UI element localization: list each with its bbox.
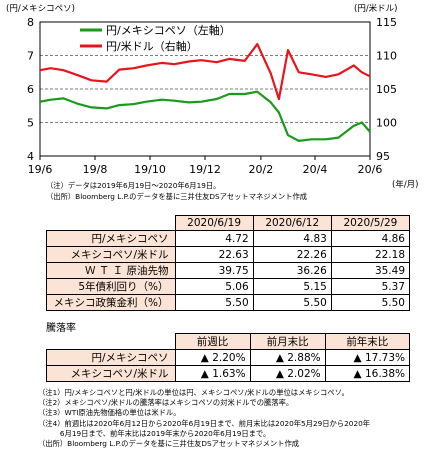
cell: 5.06 — [174, 278, 254, 295]
right-tick-label: 100 — [376, 117, 397, 130]
right-axis-ticks: 95 100 105 110 115 — [376, 16, 397, 163]
row-label: 円/メキシコペソ — [46, 349, 176, 366]
right-tick-label: 95 — [376, 150, 390, 163]
x-axis-ticks: 19/6 19/8 19/10 19/12 20/2 20/4 20/6 — [28, 156, 383, 176]
footnote: （注4）前週比は2020年6月12日から2020年6月19日まで、前月末比は20… — [38, 418, 371, 428]
cell: ▲ 1.63% — [174, 365, 251, 382]
cell: ▲ 17.73% — [324, 349, 411, 366]
row-label: 円/メキシコペソ — [46, 230, 176, 247]
chart-note: （注）データは2019年6月19日～2020年6月19日。 — [46, 181, 221, 190]
table-row: 円/メキシコペソ ▲ 2.20% ▲ 2.88% ▲ 17.73% — [46, 349, 411, 366]
table2-col-1: 前月末比 — [249, 333, 326, 350]
left-tick-label: 5 — [27, 117, 34, 130]
footnote: （注3）WTI原油先物価格の単位は米ドル。 — [38, 408, 181, 418]
cell: 22.18 — [330, 246, 411, 263]
table1-col-1: 2020/6/12 — [252, 215, 332, 231]
x-tick-label: 20/4 — [303, 163, 328, 176]
table-row: メキシコペソ/米ドル 22.63 22.26 22.18 — [46, 246, 411, 263]
table2-corner — [46, 333, 176, 350]
row-label: 5年債利回り（%） — [46, 278, 176, 295]
right-tick-label: 110 — [376, 50, 397, 63]
table1-corner — [46, 215, 176, 231]
cell: 35.49 — [330, 262, 411, 279]
series-line-usd — [39, 42, 371, 101]
left-tick-label: 6 — [27, 83, 34, 96]
table-row: 5年債利回り（%） 5.06 5.15 5.37 — [46, 278, 411, 295]
left-axis-unit-label: (円/メキシコペソ) — [6, 4, 75, 14]
table-row: メキシコ政策金利（%） 5.50 5.50 5.50 — [46, 294, 411, 311]
table1-header-row: 2020/6/19 2020/6/12 2020/5/29 — [46, 215, 411, 231]
chart-legend: 円/メキシコペソ（左軸） 円/米ドル（右軸） — [80, 23, 231, 53]
cell: 39.75 — [174, 262, 254, 279]
cell: 4.72 — [174, 230, 254, 247]
row-label: メキシコペソ/米ドル — [46, 246, 176, 263]
change-rate-title: 騰落率 — [46, 323, 76, 334]
x-axis-unit-label: (年/月) — [392, 180, 419, 190]
right-tick-label: 115 — [376, 16, 397, 29]
left-tick-label: 7 — [27, 50, 34, 63]
chart-gridlines — [40, 55, 370, 123]
exchange-rate-line-chart: 4 5 6 7 8 95 100 105 110 115 19/6 19/8 19/10 19/12 2… — [27, 16, 397, 176]
footnote: （注1）円/メキシコペソと円/米ドルの単位は円、メキシコペソ/米ドルの単位はメキ… — [38, 388, 349, 397]
series-line-mxn — [39, 90, 371, 142]
x-tick-label: 19/12 — [189, 163, 221, 176]
change-rate-table: 前週比 前月末比 前年末比 円/メキシコペソ ▲ 2.20% ▲ 2.88% ▲ 17… — [46, 333, 411, 382]
cell: 5.50 — [252, 294, 332, 311]
cell: ▲ 2.02% — [249, 365, 326, 382]
x-tick-label: 20/2 — [249, 163, 274, 176]
cell: 5.37 — [330, 278, 411, 295]
cell: 22.26 — [252, 246, 332, 263]
table-row: メキシコペソ/米ドル ▲ 1.63% ▲ 2.02% ▲ 16.38% — [46, 365, 411, 382]
cell: 4.86 — [330, 230, 411, 247]
footnote: （出所）Bloomberg L.P.のデータを基に三井住友DSアセットマネジメン… — [38, 439, 300, 449]
x-tick-label: 20/6 — [358, 163, 383, 176]
cell: 5.15 — [252, 278, 332, 295]
legend-label-mxn: 円/メキシコペソ（左軸） — [106, 23, 231, 37]
table2-col-2: 前年末比 — [324, 333, 411, 350]
row-label: メキシコペソ/米ドル — [46, 365, 176, 382]
x-tick-label: 19/8 — [83, 163, 108, 176]
cell: 22.63 — [174, 246, 254, 263]
cell: 5.50 — [330, 294, 411, 311]
cell: 4.83 — [252, 230, 332, 247]
table1-col-0: 2020/6/19 — [174, 215, 254, 231]
table-row: Ｗ Ｔ Ｉ 原油先物 39.75 36.26 35.49 — [46, 262, 411, 279]
chart-source: （出所）Bloomberg L.P.のデータを基に三井住友DSアセットマネジメン… — [46, 192, 308, 201]
x-tick-label: 19/10 — [134, 163, 166, 176]
table2-col-0: 前週比 — [174, 333, 251, 350]
legend-label-usd: 円/米ドル（右軸） — [106, 39, 198, 53]
cell: 36.26 — [252, 262, 332, 279]
table-row: 円/メキシコペソ 4.72 4.83 4.86 — [46, 230, 411, 247]
right-axis-unit-label: (円/米ドル) — [354, 4, 398, 14]
right-tick-label: 105 — [376, 83, 397, 96]
market-data-table: 2020/6/19 2020/6/12 2020/5/29 円/メキシコペソ 4.… — [46, 215, 411, 311]
footnotes: （注1）円/メキシコペソと円/米ドルの単位は円、メキシコペソ/米ドルの単位はメキ… — [38, 388, 370, 449]
cell: ▲ 2.88% — [249, 349, 326, 366]
row-label: メキシコ政策金利（%） — [46, 294, 176, 311]
footnote: （注2）メキシコペソ/米ドルの騰落率はメキシコペソの対米ドルでの騰落率。 — [38, 398, 294, 408]
cell: ▲ 2.20% — [174, 349, 251, 366]
series-layer — [39, 42, 371, 142]
cell: ▲ 16.38% — [324, 365, 411, 382]
x-tick-label: 19/6 — [28, 163, 53, 176]
row-label: Ｗ Ｔ Ｉ 原油先物 — [46, 262, 176, 279]
cell: 5.50 — [174, 294, 254, 311]
footnote: 6月19日まで、前年末比は2019年末から2020年6月19日まで。 — [38, 428, 271, 438]
table1-col-2: 2020/5/29 — [330, 215, 411, 231]
left-axis-ticks: 4 5 6 7 8 — [27, 16, 34, 163]
table2-header-row: 前週比 前月末比 前年末比 — [46, 333, 411, 350]
left-tick-label: 8 — [27, 16, 34, 29]
left-tick-label: 4 — [27, 150, 34, 163]
